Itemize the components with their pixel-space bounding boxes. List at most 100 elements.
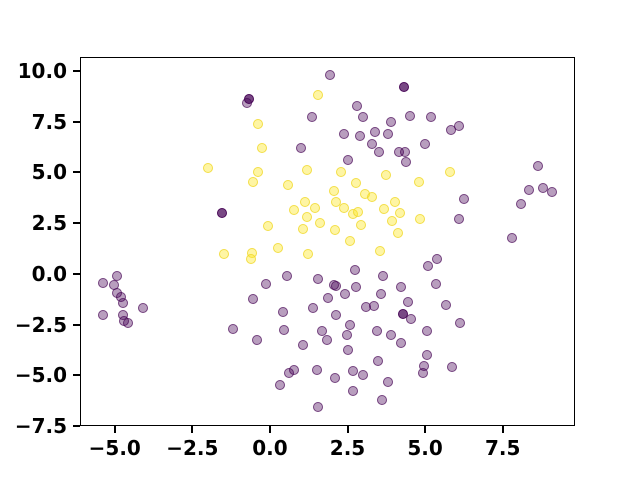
scatter-point-purple-cluster — [316, 326, 327, 337]
scatter-point-dark-purple-points — [398, 309, 409, 320]
scatter-point-yellow-cluster — [352, 207, 363, 218]
y-tick-mark — [73, 222, 80, 225]
scatter-point-purple-cluster — [297, 339, 308, 350]
scatter-point-yellow-cluster — [297, 224, 308, 235]
y-tick-label: −2.5 — [14, 312, 67, 337]
scatter-point-purple-cluster — [376, 395, 387, 406]
y-tick-label: 0.0 — [31, 261, 67, 286]
x-tick-label: 7.5 — [484, 436, 521, 460]
scatter-point-purple-cluster — [368, 301, 379, 312]
scatter-point-purple-cluster — [312, 401, 323, 412]
scatter-point-purple-cluster — [395, 337, 406, 348]
scatter-point-purple-cluster — [251, 335, 262, 346]
scatter-point-purple-cluster — [351, 101, 362, 112]
scatter-point-purple-cluster — [342, 345, 353, 356]
scatter-point-purple-cluster — [399, 146, 410, 157]
y-tick-mark — [73, 425, 80, 427]
scatter-point-yellow-cluster — [282, 180, 293, 191]
scatter-point-purple-cluster — [373, 146, 384, 157]
scatter-point-purple-cluster — [312, 273, 323, 284]
scatter-point-dark-purple-points — [398, 82, 409, 93]
scatter-point-purple-cluster — [329, 372, 340, 383]
scatter-point-purple-cluster — [385, 330, 396, 341]
scatter-point-yellow-cluster — [314, 218, 325, 229]
x-tick-label: −5.0 — [88, 436, 141, 460]
scatter-point-yellow-cluster — [329, 225, 340, 236]
scatter-point-purple-cluster — [375, 289, 386, 300]
scatter-point-yellow-cluster — [338, 203, 349, 214]
scatter-point-purple-cluster — [307, 303, 318, 314]
scatter-point-yellow-cluster — [336, 167, 347, 178]
y-tick-mark — [73, 171, 80, 174]
scatter-point-yellow-cluster — [313, 90, 324, 101]
scatter-point-purple-cluster — [454, 120, 465, 131]
scatter-point-yellow-cluster — [247, 177, 258, 188]
scatter-point-yellow-cluster — [257, 142, 268, 153]
scatter-point-purple-cluster — [341, 330, 352, 341]
scatter-point-purple-cluster — [350, 281, 361, 292]
scatter-point-yellow-cluster — [330, 196, 341, 207]
scatter-point-yellow-cluster — [302, 248, 313, 259]
scatter-point-purple-cluster — [349, 264, 360, 275]
scatter-point-purple-cluster — [370, 126, 381, 137]
scatter-point-yellow-cluster — [252, 118, 263, 129]
scatter-point-purple-cluster — [248, 294, 259, 305]
y-tick-mark — [73, 323, 80, 326]
scatter-point-yellow-cluster — [392, 228, 403, 239]
scatter-point-purple-cluster — [98, 310, 109, 321]
scatter-point-purple-cluster — [453, 213, 464, 224]
scatter-point-purple-cluster — [342, 155, 353, 166]
plot-area — [80, 57, 575, 426]
scatter-point-purple-cluster — [98, 277, 109, 288]
scatter-point-purple-cluster — [354, 130, 365, 141]
scatter-point-purple-cluster — [395, 281, 406, 292]
scatter-point-purple-cluster — [421, 326, 432, 337]
scatter-point-yellow-cluster — [328, 185, 339, 196]
scatter-point-purple-cluster — [401, 157, 412, 168]
y-tick-label: 5.0 — [31, 160, 67, 185]
scatter-point-dark-purple-points — [243, 94, 254, 105]
scatter-point-dark-purple-points — [217, 207, 228, 218]
x-tick-mark — [346, 426, 349, 433]
y-tick-label: 7.5 — [31, 109, 67, 134]
scatter-point-yellow-cluster — [381, 170, 392, 181]
scatter-point-yellow-cluster — [378, 204, 389, 215]
scatter-point-purple-cluster — [278, 325, 289, 336]
x-tick-mark — [424, 426, 427, 433]
x-tick-mark — [113, 426, 116, 433]
scatter-point-purple-cluster — [420, 138, 431, 149]
y-tick-mark — [73, 374, 80, 377]
scatter-point-purple-cluster — [422, 260, 433, 271]
y-tick-label: 2.5 — [31, 211, 67, 236]
scatter-point-purple-cluster — [138, 303, 149, 314]
scatter-point-yellow-cluster — [386, 216, 397, 227]
y-tick-label: 10.0 — [17, 58, 67, 83]
x-tick-label: −2.5 — [166, 436, 219, 460]
x-tick-mark — [501, 426, 504, 433]
scatter-point-yellow-cluster — [350, 178, 361, 189]
scatter-point-purple-cluster — [421, 349, 432, 360]
scatter-point-yellow-cluster — [246, 253, 257, 264]
x-tick-label: 0.0 — [252, 436, 288, 460]
scatter-point-purple-cluster — [324, 69, 335, 80]
scatter-point-yellow-cluster — [355, 220, 366, 231]
scatter-point-purple-cluster — [330, 310, 341, 321]
scatter-point-purple-cluster — [382, 376, 393, 387]
scatter-point-purple-cluster — [371, 326, 382, 337]
y-tick-label: −7.5 — [14, 414, 67, 438]
scatter-point-purple-cluster — [282, 270, 292, 281]
scatter-point-purple-cluster — [328, 279, 339, 290]
x-tick-label: 2.5 — [329, 436, 366, 460]
scatter-point-purple-cluster — [306, 112, 317, 123]
scatter-point-purple-cluster — [339, 128, 350, 139]
scatter-point-yellow-cluster — [300, 196, 310, 207]
scatter-point-yellow-cluster — [288, 205, 299, 216]
scatter-point-purple-cluster — [516, 198, 527, 209]
scatter-point-purple-cluster — [288, 364, 299, 375]
scatter-point-yellow-cluster — [367, 192, 378, 203]
scatter-point-purple-cluster — [402, 296, 413, 307]
y-tick-label: −5.0 — [14, 363, 67, 388]
scatter-point-purple-cluster — [260, 278, 271, 289]
scatter-point-yellow-cluster — [344, 236, 355, 247]
